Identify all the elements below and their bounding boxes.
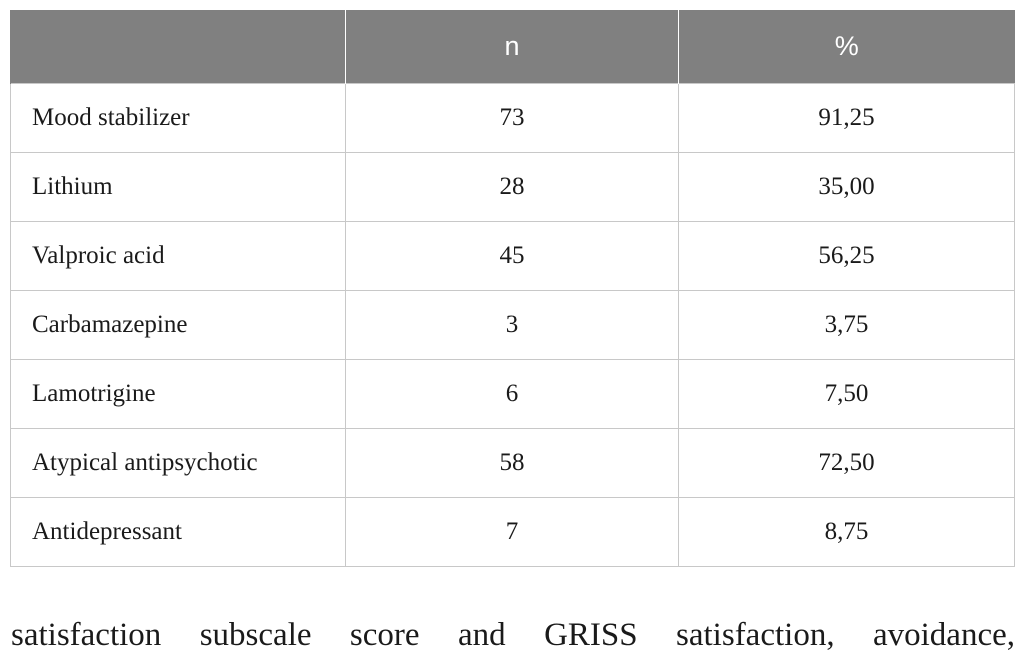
row-label: Carbamazepine: [10, 290, 346, 360]
body-paragraph-fragment: satisfaction subscale score and GRISS sa…: [11, 617, 1015, 653]
row-percent: 7,50: [678, 359, 1015, 429]
row-n: 7: [345, 497, 679, 567]
table-row: Mood stabilizer 73 91,25: [10, 83, 1015, 153]
row-label: Antidepressant: [10, 497, 346, 567]
row-n: 28: [345, 152, 679, 222]
row-n: 73: [345, 83, 679, 153]
table-row: Antidepressant 7 8,75: [10, 497, 1015, 567]
medication-table-container: n % Mood stabilizer 73 91,25 Lithium 28 …: [10, 10, 1015, 567]
row-percent: 91,25: [678, 83, 1015, 153]
row-n: 45: [345, 221, 679, 291]
row-label: Lithium: [10, 152, 346, 222]
header-cell-medication: [10, 10, 346, 84]
table-body: Mood stabilizer 73 91,25 Lithium 28 35,0…: [10, 83, 1015, 567]
header-row: n %: [10, 10, 1015, 84]
row-n: 3: [345, 290, 679, 360]
table-row: Atypical antipsychotic 58 72,50: [10, 428, 1015, 498]
header-cell-percent: %: [678, 10, 1015, 84]
row-n: 6: [345, 359, 679, 429]
row-label: Lamotrigine: [10, 359, 346, 429]
row-label: Mood stabilizer: [10, 83, 346, 153]
row-n: 58: [345, 428, 679, 498]
medication-table: n % Mood stabilizer 73 91,25 Lithium 28 …: [10, 10, 1015, 567]
table-row: Valproic acid 45 56,25: [10, 221, 1015, 291]
header-cell-n: n: [345, 10, 679, 84]
table-header: n %: [10, 10, 1015, 84]
row-percent: 35,00: [678, 152, 1015, 222]
row-percent: 8,75: [678, 497, 1015, 567]
row-label: Atypical antipsychotic: [10, 428, 346, 498]
table-row: Lamotrigine 6 7,50: [10, 359, 1015, 429]
row-label: Valproic acid: [10, 221, 346, 291]
row-percent: 72,50: [678, 428, 1015, 498]
row-percent: 56,25: [678, 221, 1015, 291]
row-percent: 3,75: [678, 290, 1015, 360]
table-row: Lithium 28 35,00: [10, 152, 1015, 222]
table-row: Carbamazepine 3 3,75: [10, 290, 1015, 360]
